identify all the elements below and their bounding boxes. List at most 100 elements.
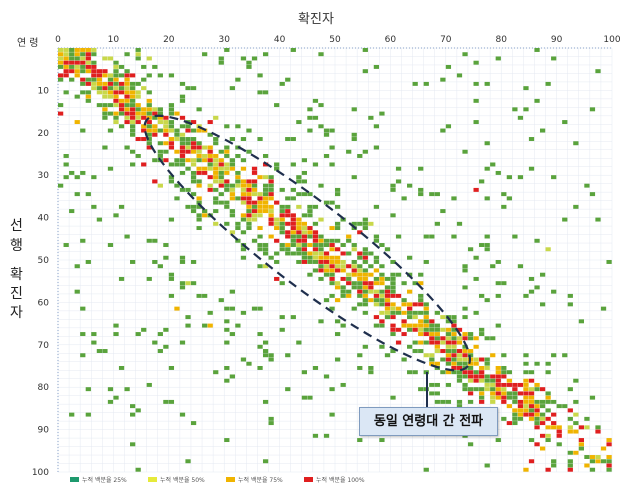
heatmap-cell — [107, 56, 114, 61]
heatmap-cell — [118, 64, 125, 69]
heatmap-cell — [113, 395, 119, 400]
heatmap-cell — [296, 243, 302, 247]
heatmap-cell — [163, 399, 169, 404]
legend-swatch — [148, 477, 157, 482]
heatmap-cell — [473, 374, 479, 379]
heatmap-cell — [296, 175, 302, 180]
heatmap-cell — [285, 251, 291, 256]
heatmap-cell — [196, 200, 202, 205]
heatmap-cell — [589, 467, 596, 472]
heatmap-cell — [246, 217, 252, 222]
heatmap-cell — [190, 141, 197, 146]
heatmap-cell — [285, 247, 291, 252]
heatmap-cell — [490, 378, 496, 383]
heatmap-cell — [190, 120, 197, 125]
heatmap-cell — [401, 310, 407, 315]
heatmap-cell — [229, 187, 235, 192]
heatmap-cell — [312, 234, 319, 239]
heatmap-cell — [285, 234, 291, 239]
heatmap-cell — [429, 336, 435, 341]
heatmap-cell — [368, 298, 374, 303]
heatmap-cell — [456, 327, 463, 332]
heatmap-cell — [346, 264, 352, 269]
heatmap-cell — [467, 374, 474, 379]
heatmap-cell — [290, 217, 296, 222]
heatmap-cell — [467, 391, 474, 396]
heatmap-cell — [395, 166, 402, 171]
heatmap-cell — [235, 170, 241, 175]
heatmap-cell — [118, 107, 125, 112]
legend-label: 누적 백분율 75% — [238, 477, 283, 484]
heatmap-cell — [274, 251, 280, 256]
heatmap-cell — [179, 141, 186, 146]
heatmap-cell — [528, 395, 535, 400]
heatmap-cell — [213, 141, 219, 146]
heatmap-cell — [362, 226, 368, 231]
heatmap-cell — [91, 86, 97, 91]
heatmap-cell — [152, 340, 158, 345]
heatmap-cell — [257, 243, 263, 247]
heatmap-cell — [268, 175, 274, 180]
heatmap-cell — [346, 289, 352, 294]
heatmap-cell — [235, 77, 241, 82]
heatmap-cell — [257, 204, 263, 209]
heatmap-cell — [379, 310, 385, 315]
heatmap-cell — [335, 187, 341, 192]
heatmap-cell — [74, 56, 80, 61]
heatmap-cell — [118, 276, 125, 281]
heatmap-cell — [168, 179, 175, 184]
heatmap-cell — [179, 162, 186, 167]
heatmap-cell — [262, 209, 269, 214]
heatmap-cell — [296, 120, 302, 125]
heatmap-cell — [528, 459, 535, 464]
heatmap-cell — [434, 221, 440, 226]
heatmap-cell — [379, 319, 385, 324]
heatmap-cell — [395, 179, 402, 184]
heatmap-cell — [58, 103, 64, 108]
heatmap-cell — [279, 204, 285, 209]
heatmap-cell — [274, 238, 280, 243]
y-tick-label: 20 — [38, 129, 50, 139]
heatmap-cell — [379, 111, 385, 116]
heatmap-cell — [573, 450, 579, 455]
heatmap-cell — [279, 243, 285, 247]
heatmap-cell — [606, 459, 612, 464]
heatmap-cell — [368, 221, 374, 226]
heatmap-cell — [174, 132, 180, 137]
heatmap-cell — [74, 289, 80, 294]
heatmap-cell — [240, 200, 247, 205]
heatmap-cell — [545, 81, 551, 86]
heatmap-cell — [157, 349, 163, 353]
heatmap-cell — [462, 361, 468, 366]
heatmap-cell — [523, 467, 529, 472]
heatmap-cell — [124, 111, 130, 116]
heatmap-cell — [113, 90, 119, 95]
heatmap-cell — [301, 243, 307, 247]
heatmap-cell — [102, 145, 108, 150]
heatmap-cell — [495, 56, 501, 61]
heatmap-cell — [517, 382, 524, 387]
heatmap-cell — [285, 221, 291, 226]
y-tick-label: 70 — [38, 341, 50, 351]
heatmap-cell — [479, 387, 485, 392]
heatmap-cell — [440, 315, 446, 320]
heatmap-cell — [440, 399, 446, 404]
heatmap-cell — [462, 315, 468, 320]
heatmap-cell — [484, 247, 490, 252]
heatmap-cell — [262, 264, 269, 269]
heatmap-cell — [357, 281, 363, 286]
heatmap-cell — [307, 243, 313, 247]
heatmap-cell — [578, 442, 584, 447]
heatmap-cell — [562, 404, 568, 409]
heatmap-cell — [168, 128, 175, 133]
heatmap-cell — [179, 260, 186, 264]
heatmap-cell — [251, 200, 258, 205]
heatmap-cell — [168, 145, 175, 150]
heatmap-cell — [118, 98, 125, 103]
heatmap-cell — [484, 378, 490, 383]
heatmap-cell — [196, 226, 202, 231]
heatmap-cell — [229, 158, 235, 163]
heatmap-cell — [528, 370, 535, 375]
heatmap-cell — [534, 421, 540, 426]
heatmap-cell — [279, 281, 285, 286]
